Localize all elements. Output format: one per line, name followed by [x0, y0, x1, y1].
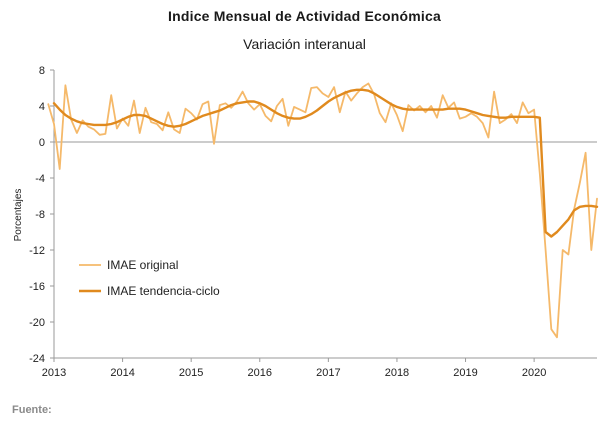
x-tick-label: 2018 — [385, 367, 409, 379]
chart-subtitle: Variación interanual — [243, 36, 366, 52]
x-tick-label: 2020 — [522, 367, 546, 379]
x-tick-label: 2014 — [110, 367, 134, 379]
series-line-original — [47, 82, 598, 339]
y-tick-label: 4 — [39, 101, 45, 113]
source-label: Fuente: — [12, 404, 52, 416]
legend-label: IMAE original — [107, 258, 178, 272]
y-tick-label: 8 — [39, 65, 45, 77]
x-tick-label: 2019 — [453, 367, 477, 379]
chart-title: Indice Mensual de Actividad Económica — [168, 8, 441, 24]
legend-label: IMAE tendencia-ciclo — [107, 284, 220, 298]
y-axis-label: Porcentajes — [13, 189, 24, 242]
series-line-trend — [52, 88, 599, 238]
y-tick-label: -16 — [29, 281, 45, 293]
x-tick-label: 2013 — [42, 367, 66, 379]
y-tick-label: -20 — [29, 317, 45, 329]
x-tick-label: 2015 — [179, 367, 203, 379]
x-tick-label: 2017 — [316, 367, 340, 379]
y-tick-label: -4 — [35, 173, 45, 185]
y-tick-label: -12 — [29, 245, 45, 257]
y-tick-label: 0 — [39, 137, 45, 149]
y-tick-label: -24 — [29, 353, 45, 365]
y-tick-label: -8 — [35, 209, 45, 221]
x-tick-label: 2016 — [248, 367, 272, 379]
